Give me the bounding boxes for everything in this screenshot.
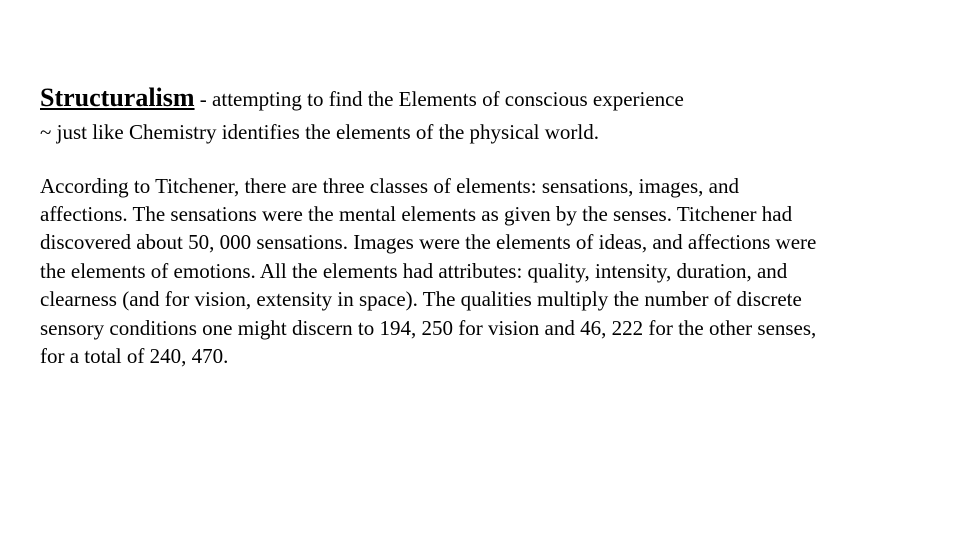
body-paragraph: According to Titchener, there are three … [40, 172, 820, 370]
document-container: Structuralism - attempting to find the E… [40, 80, 820, 370]
subheading: ~ just like Chemistry identifies the ele… [40, 118, 820, 147]
heading-term: Structuralism [40, 83, 195, 112]
heading-line: Structuralism - attempting to find the E… [40, 80, 820, 116]
heading-definition: - attempting to find the Elements of con… [195, 87, 684, 111]
